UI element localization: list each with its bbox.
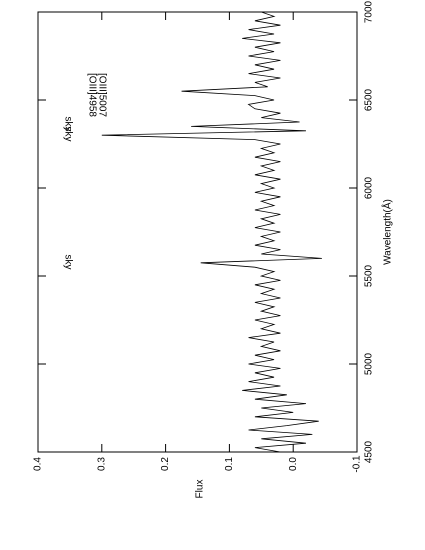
y-tick-label: 0.1 [224, 457, 235, 471]
x-tick-label: 6000 [364, 176, 375, 199]
y-tick-label: 0.2 [160, 457, 171, 471]
y-tick-label: 0.4 [33, 457, 44, 471]
annotation: sky [62, 255, 73, 270]
y-axis-label: Flux [195, 480, 206, 499]
y-tick-label: -0.1 [352, 455, 363, 473]
x-tick-label: 6500 [364, 88, 375, 111]
y-tick-label: 0.3 [96, 457, 107, 471]
annotation: sky [62, 127, 73, 142]
x-tick-label: 5500 [364, 264, 375, 287]
x-tick-label: 4500 [364, 440, 375, 463]
annotation: [OIII]5007 [96, 73, 107, 117]
x-axis-label: Wavelength(Å) [381, 199, 394, 265]
plot-frame [37, 11, 358, 453]
x-tick-label: 5000 [364, 352, 375, 375]
annotation: [OIII]4958 [86, 73, 97, 117]
y-tick-label: 0.0 [288, 457, 299, 471]
annotation: sky [62, 117, 73, 132]
spectrum-line [101, 11, 322, 453]
x-tick-label: 7000 [364, 0, 375, 23]
